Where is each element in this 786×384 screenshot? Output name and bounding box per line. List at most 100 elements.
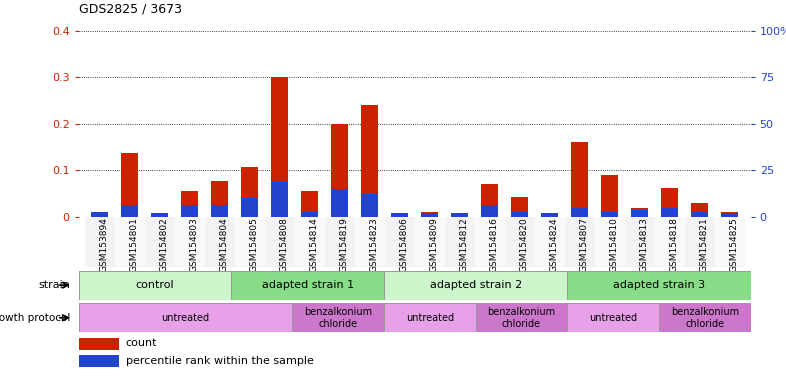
Bar (714, 217, 744, 267)
Bar (421, 212, 438, 217)
Bar (631, 210, 648, 217)
Bar (692, 203, 708, 217)
Text: GSM154802: GSM154802 (160, 217, 169, 272)
Bar (79, 303, 292, 332)
Bar (182, 191, 198, 217)
Bar (722, 212, 738, 217)
Bar (91, 212, 108, 217)
Bar (332, 189, 348, 217)
Bar (174, 217, 204, 267)
Bar (655, 217, 685, 267)
Text: GSM154824: GSM154824 (549, 217, 559, 271)
Bar (391, 213, 408, 217)
Bar (481, 184, 498, 217)
Bar (567, 271, 751, 300)
Text: GSM154819: GSM154819 (340, 217, 349, 272)
Text: percentile rank within the sample: percentile rank within the sample (126, 356, 314, 366)
Bar (505, 217, 534, 267)
Text: GSM154806: GSM154806 (399, 217, 409, 272)
Bar (481, 205, 498, 217)
Bar (451, 213, 468, 217)
Text: GSM154814: GSM154814 (310, 217, 318, 272)
Text: GSM154821: GSM154821 (700, 217, 709, 272)
Bar (595, 217, 625, 267)
Bar (542, 213, 558, 217)
Bar (362, 194, 378, 217)
Text: GSM154808: GSM154808 (280, 217, 288, 272)
Bar (295, 217, 325, 267)
Bar (567, 303, 659, 332)
Bar (631, 208, 648, 217)
Bar (211, 205, 228, 217)
Text: untreated: untreated (406, 313, 454, 323)
Bar (79, 355, 119, 367)
Text: GSM153894: GSM153894 (100, 217, 108, 272)
Bar (661, 208, 678, 217)
Bar (79, 271, 231, 300)
Bar (564, 217, 595, 267)
Bar (534, 217, 564, 267)
Bar (301, 212, 318, 217)
Bar (692, 212, 708, 217)
Bar (571, 142, 588, 217)
Bar (182, 205, 198, 217)
Text: GSM154816: GSM154816 (490, 217, 498, 272)
Bar (512, 212, 528, 217)
Bar (625, 217, 655, 267)
Bar (415, 217, 445, 267)
Text: count: count (126, 338, 157, 348)
Bar (152, 213, 168, 217)
Text: GDS2825 / 3673: GDS2825 / 3673 (79, 2, 182, 15)
Bar (241, 199, 258, 217)
Bar (115, 217, 145, 267)
Text: adapted strain 3: adapted strain 3 (613, 280, 705, 290)
Bar (241, 167, 258, 217)
Bar (145, 217, 174, 267)
Bar (325, 217, 354, 267)
Text: GSM154805: GSM154805 (250, 217, 259, 272)
Text: strain: strain (39, 280, 71, 290)
Text: GSM154820: GSM154820 (520, 217, 529, 272)
Text: adapted strain 1: adapted strain 1 (262, 280, 354, 290)
Bar (152, 213, 168, 217)
Bar (234, 217, 265, 267)
Text: benzalkonium
chloride: benzalkonium chloride (670, 307, 739, 329)
Bar (91, 215, 108, 217)
Bar (542, 213, 558, 217)
Bar (271, 77, 288, 217)
Bar (476, 303, 567, 332)
Text: GSM154803: GSM154803 (189, 217, 199, 272)
Text: benzalkonium
chloride: benzalkonium chloride (487, 307, 556, 329)
Bar (384, 271, 567, 300)
Text: GSM154810: GSM154810 (610, 217, 619, 272)
Bar (265, 217, 295, 267)
Bar (79, 338, 119, 350)
Text: GSM154818: GSM154818 (670, 217, 678, 272)
Bar (601, 212, 618, 217)
Bar (332, 124, 348, 217)
Bar (211, 180, 228, 217)
Bar (362, 105, 378, 217)
Text: GSM154809: GSM154809 (430, 217, 439, 272)
Text: growth protocol: growth protocol (0, 313, 71, 323)
Bar (421, 213, 438, 217)
Bar (354, 217, 384, 267)
Text: GSM154825: GSM154825 (729, 217, 739, 272)
Text: control: control (136, 280, 174, 290)
Bar (271, 182, 288, 217)
Bar (659, 303, 751, 332)
Bar (451, 213, 468, 217)
Bar (661, 188, 678, 217)
Text: GSM154801: GSM154801 (130, 217, 138, 272)
Bar (475, 217, 505, 267)
Bar (231, 271, 384, 300)
Text: GSM154807: GSM154807 (579, 217, 589, 272)
Text: benzalkonium
chloride: benzalkonium chloride (304, 307, 373, 329)
Text: adapted strain 2: adapted strain 2 (430, 280, 522, 290)
Text: GSM154813: GSM154813 (640, 217, 648, 272)
Text: GSM154812: GSM154812 (460, 217, 468, 272)
Bar (384, 217, 415, 267)
Text: untreated: untreated (589, 313, 637, 323)
Bar (685, 217, 714, 267)
Bar (292, 303, 384, 332)
